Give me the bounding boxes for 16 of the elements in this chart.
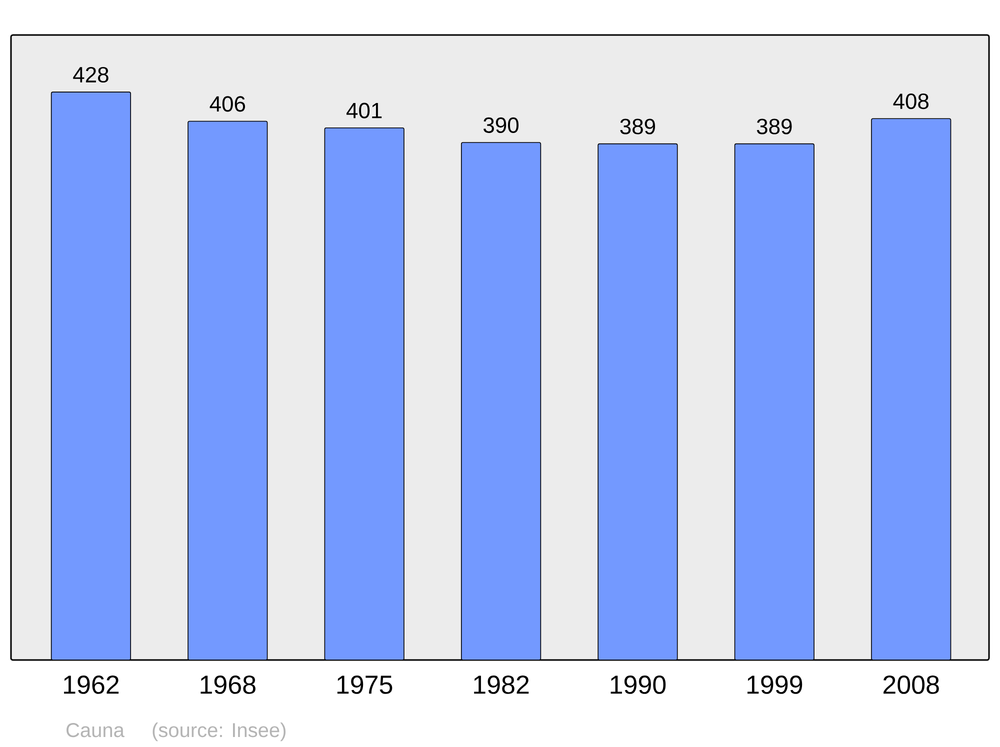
x-tick-label: 1962 xyxy=(64,676,119,694)
data-label: 390 xyxy=(484,117,519,133)
text: Cauna xyxy=(66,723,124,738)
x-tick-label: 1999 xyxy=(747,676,802,694)
data-label: 428 xyxy=(73,66,108,83)
x-tick-label: 1982 xyxy=(474,676,529,694)
data-label: 406 xyxy=(210,96,246,112)
x-tick-label: 1975 xyxy=(337,676,392,694)
data-label: 389 xyxy=(756,118,792,134)
x-tick-label: 2008 xyxy=(883,676,939,694)
data-label: 401 xyxy=(346,102,382,118)
x-tick-label: 1968 xyxy=(200,676,256,694)
data-label: 408 xyxy=(893,94,928,110)
text: (source: Insee) xyxy=(152,722,286,742)
x-tick-label: 1990 xyxy=(610,676,666,694)
data-label: 389 xyxy=(620,118,656,134)
